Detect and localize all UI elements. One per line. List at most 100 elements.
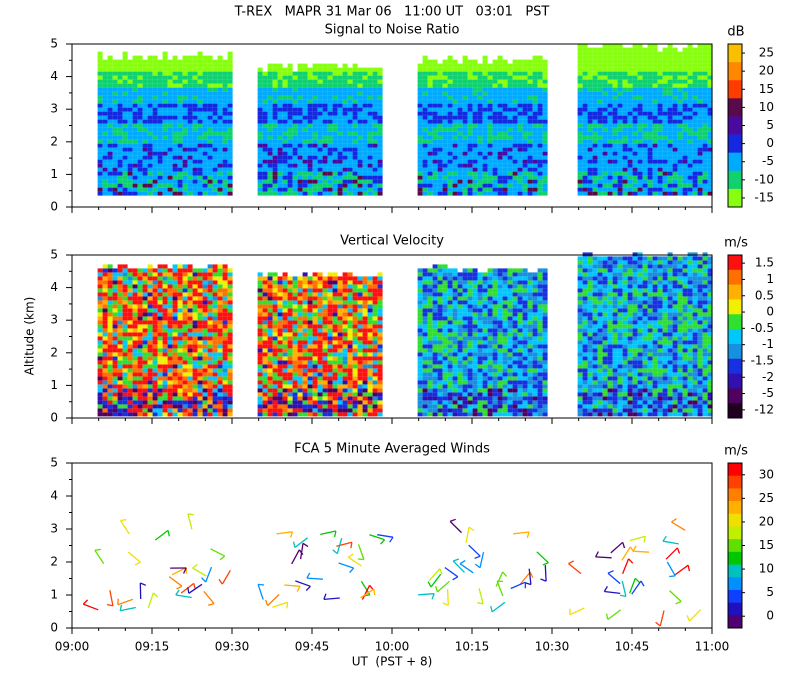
field-cell — [522, 135, 528, 140]
field-cell — [277, 384, 283, 389]
field-cell — [587, 183, 593, 188]
field-cell — [527, 179, 533, 184]
field-cell — [162, 304, 168, 309]
field-cell — [627, 179, 633, 184]
field-cell — [677, 99, 683, 104]
field-cell — [132, 191, 138, 196]
field-cell — [187, 264, 193, 269]
field-cell — [222, 83, 228, 88]
field-cell — [352, 71, 358, 76]
field-cell — [507, 119, 513, 124]
field-cell — [192, 171, 198, 176]
field-cell — [162, 380, 168, 385]
field-cell — [692, 167, 698, 172]
field-cell — [267, 352, 273, 357]
field-cell — [302, 155, 308, 160]
field-cell — [462, 99, 468, 104]
field-cell — [277, 119, 283, 124]
field-cell — [127, 372, 133, 377]
field-cell — [272, 111, 278, 116]
field-cell — [517, 143, 523, 148]
field-cell — [477, 71, 483, 76]
field-cell — [267, 368, 273, 373]
field-cell — [177, 372, 183, 377]
field-cell — [137, 159, 143, 164]
field-cell — [132, 292, 138, 297]
field-cell — [582, 179, 588, 184]
field-cell — [442, 147, 448, 152]
field-cell — [262, 316, 268, 321]
field-cell — [197, 135, 203, 140]
field-cell — [227, 292, 233, 297]
field-cell — [257, 344, 263, 349]
field-cell — [212, 288, 218, 293]
field-cell — [587, 51, 593, 56]
field-cell — [607, 43, 613, 48]
field-cell — [682, 99, 688, 104]
field-cell — [172, 187, 178, 192]
field-cell — [482, 167, 488, 172]
field-cell — [532, 175, 538, 180]
field-cell — [137, 268, 143, 273]
field-cell — [267, 280, 273, 285]
field-cell — [267, 332, 273, 337]
field-cell — [277, 71, 283, 76]
field-cell — [107, 55, 113, 60]
field-cell — [647, 75, 653, 80]
field-cell — [277, 175, 283, 180]
field-cell — [652, 171, 658, 176]
field-cell — [227, 139, 233, 144]
field-cell — [682, 163, 688, 168]
field-cell — [202, 63, 208, 68]
field-cell — [117, 280, 123, 285]
field-cell — [527, 131, 533, 136]
field-cell — [417, 67, 423, 72]
field-cell — [487, 111, 493, 116]
field-cell — [267, 71, 273, 76]
field-cell — [182, 344, 188, 349]
field-cell — [297, 87, 303, 92]
field-cell — [522, 83, 528, 88]
field-cell — [502, 163, 508, 168]
field-cell — [227, 67, 233, 72]
field-cell — [602, 167, 608, 172]
field-cell — [267, 356, 273, 361]
field-cell — [132, 276, 138, 281]
field-cell — [257, 324, 263, 329]
field-cell — [582, 163, 588, 168]
field-cell — [687, 127, 693, 132]
field-cell — [307, 67, 313, 72]
field-cell — [102, 312, 108, 317]
field-cell — [627, 115, 633, 120]
field-cell — [617, 123, 623, 128]
field-cell — [222, 264, 228, 269]
field-cell — [267, 336, 273, 341]
field-cell — [642, 71, 648, 76]
field-cell — [97, 336, 103, 341]
field-cell — [467, 131, 473, 136]
field-cell — [532, 119, 538, 124]
field-cell — [537, 187, 543, 192]
field-cell — [267, 171, 273, 176]
field-cell — [277, 316, 283, 321]
field-cell — [147, 191, 153, 196]
field-cell — [182, 360, 188, 365]
field-cell — [267, 372, 273, 377]
field-cell — [327, 131, 333, 136]
field-cell — [147, 320, 153, 325]
field-cell — [452, 179, 458, 184]
field-cell — [177, 119, 183, 124]
field-cell — [157, 304, 163, 309]
field-cell — [347, 155, 353, 160]
field-cell — [172, 272, 178, 277]
field-cell — [227, 119, 233, 124]
field-cell — [142, 388, 148, 393]
field-cell — [97, 175, 103, 180]
field-cell — [137, 151, 143, 156]
field-cell — [452, 127, 458, 132]
field-cell — [692, 107, 698, 112]
field-cell — [417, 95, 423, 100]
field-cell — [177, 127, 183, 132]
field-cell — [157, 264, 163, 269]
field-cell — [517, 167, 523, 172]
